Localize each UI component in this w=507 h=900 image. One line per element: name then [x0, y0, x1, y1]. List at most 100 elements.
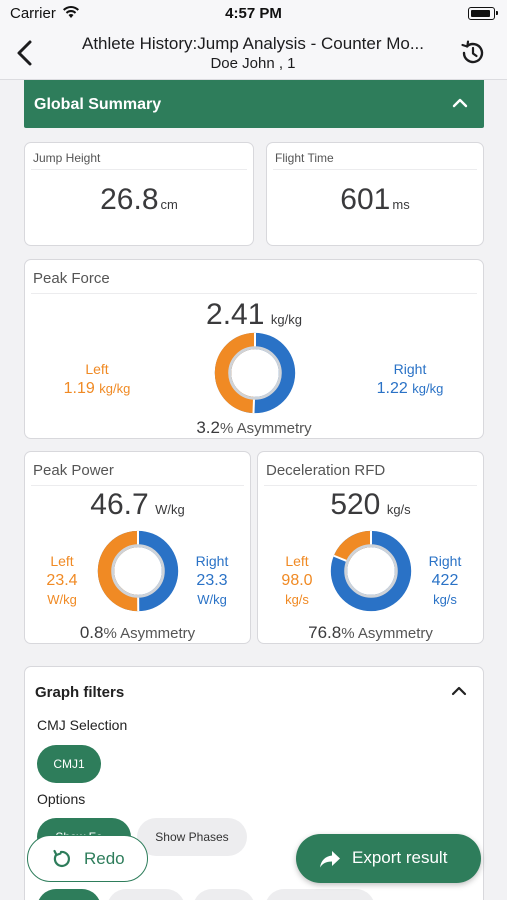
navigation-bar: Athlete History:Jump Analysis - Counter … [0, 28, 507, 80]
divider [264, 485, 477, 486]
filter-chip[interactable] [107, 889, 185, 900]
options-label: Options [37, 791, 86, 807]
redo-label: Redo [84, 849, 125, 868]
deceleration-rfd-asymmetry-value: 76.8 [308, 623, 342, 642]
deceleration-rfd-left-label: Left [285, 553, 309, 569]
peak-force-asymmetry-text: % Asymmetry [219, 420, 312, 437]
clock: 4:57 PM [225, 5, 282, 22]
history-button[interactable] [459, 39, 487, 67]
divider [31, 169, 247, 170]
peak-power-label: Peak Power [33, 462, 114, 479]
peak-force-left-value: 1.19 [63, 380, 95, 397]
graph-filters-panel: Graph filters CMJ Selection CMJ1 Options… [24, 666, 484, 900]
peak-power-donut [97, 530, 179, 612]
export-result-label: Export result [352, 848, 448, 867]
filter-chip[interactable] [193, 889, 255, 900]
deceleration-rfd-card: Deceleration RFD 520 kg/s Left 98.0 kg/s… [257, 451, 484, 644]
peak-power-left-value: 23.4 [46, 572, 78, 589]
deceleration-rfd-left: Left 98.0 kg/s [272, 552, 322, 609]
deceleration-rfd-right-value: 422 [431, 572, 459, 589]
wifi-icon [62, 5, 80, 23]
peak-power-asymmetry: 0.8% Asymmetry [25, 623, 250, 643]
deceleration-rfd-left-unit: kg/s [285, 592, 309, 607]
peak-force-donut [214, 332, 296, 414]
inner-ring [111, 544, 165, 598]
deceleration-rfd-right: Right 422 kg/s [420, 552, 470, 609]
peak-power-right-unit: W/kg [197, 592, 227, 607]
peak-force-left-unit: kg/kg [99, 381, 131, 396]
deceleration-rfd-donut [330, 530, 412, 612]
peak-force-number: 2.41 [206, 298, 265, 331]
status-bar: Carrier 4:57 PM [0, 0, 507, 28]
peak-force-right-value: 1.22 [376, 380, 408, 397]
peak-force-card: Peak Force 2.41 kg/kg Left 1.19 kg/kg Ri… [24, 259, 484, 439]
jump-height-label: Jump Height [33, 151, 101, 165]
filter-chip[interactable] [37, 889, 101, 900]
deceleration-rfd-right-label: Right [428, 553, 462, 569]
filter-chip[interactable] [265, 889, 375, 900]
flight-time-unit: ms [392, 197, 410, 212]
inner-ring [228, 346, 282, 400]
deceleration-rfd-number: 520 [330, 488, 381, 521]
peak-force-asymmetry-value: 3.2 [196, 418, 220, 437]
graph-filters-title: Graph filters [35, 684, 125, 701]
peak-power-right: Right 23.3 W/kg [187, 552, 237, 609]
athlete-name: Doe John , 1 [210, 55, 296, 72]
jump-height-number: 26.8 [100, 183, 159, 216]
flight-time-number: 601 [340, 183, 391, 216]
peak-power-right-value: 23.3 [196, 572, 228, 589]
peak-power-asymmetry-value: 0.8 [79, 623, 104, 642]
redo-icon [53, 849, 70, 867]
peak-force-value: 2.41 kg/kg [25, 298, 483, 332]
peak-power-value: 46.7 W/kg [25, 488, 250, 522]
peak-power-right-label: Right [195, 553, 229, 569]
deceleration-rfd-asymmetry-text: % Asymmetry [341, 625, 433, 642]
chevron-up-icon [452, 98, 468, 108]
peak-force-right-label: Right [393, 361, 427, 377]
flight-time-label: Flight Time [275, 151, 334, 165]
deceleration-rfd-unit: kg/s [386, 502, 411, 517]
deceleration-rfd-label: Deceleration RFD [266, 462, 386, 479]
share-arrow-icon [320, 851, 340, 868]
divider [31, 293, 477, 294]
show-phases-chip[interactable]: Show Phases [137, 818, 247, 856]
peak-force-label: Peak Force [33, 270, 110, 287]
back-button[interactable] [12, 38, 40, 68]
chevron-up-icon[interactable] [451, 686, 467, 696]
peak-force-right: Right 1.22 kg/kg [367, 360, 453, 398]
cmj1-chip[interactable]: CMJ1 [37, 745, 101, 783]
divider [31, 485, 244, 486]
peak-power-left: Left 23.4 W/kg [37, 552, 87, 609]
peak-power-card: Peak Power 46.7 W/kg Left 23.4 W/kg Righ… [24, 451, 251, 644]
cmj-selection-label: CMJ Selection [37, 717, 128, 733]
peak-force-right-unit: kg/kg [412, 381, 444, 396]
carrier-label: Carrier [10, 5, 56, 22]
deceleration-rfd-value: 520 kg/s [258, 488, 483, 522]
battery-icon [468, 7, 498, 20]
deceleration-rfd-right-unit: kg/s [433, 592, 457, 607]
peak-power-left-unit: W/kg [47, 592, 77, 607]
inner-ring [344, 544, 398, 598]
deceleration-rfd-asymmetry: 76.8% Asymmetry [258, 623, 483, 643]
divider [273, 169, 477, 170]
jump-height-value: 26.8 cm [25, 183, 253, 217]
jump-height-card: Jump Height 26.8 cm [24, 142, 254, 246]
jump-height-unit: cm [160, 197, 178, 212]
peak-power-left-label: Left [50, 553, 74, 569]
global-summary-header[interactable]: Global Summary [24, 80, 484, 128]
peak-power-unit: W/kg [155, 502, 185, 517]
peak-force-left-label: Left [85, 361, 109, 377]
history-icon [461, 40, 484, 64]
chevron-left-icon [17, 40, 32, 66]
export-result-button[interactable]: Export result [296, 834, 481, 883]
global-summary-title: Global Summary [34, 96, 162, 113]
peak-force-unit: kg/kg [270, 312, 302, 327]
peak-power-asymmetry-text: % Asymmetry [103, 625, 196, 642]
peak-power-number: 46.7 [90, 488, 149, 521]
deceleration-rfd-left-value: 98.0 [281, 572, 313, 589]
page-title: Athlete History:Jump Analysis - Counter … [81, 34, 425, 53]
peak-force-asymmetry: 3.2% Asymmetry [25, 418, 483, 438]
redo-button[interactable]: Redo [27, 835, 148, 882]
scroll-content[interactable]: Global Summary Jump Height 26.8 cm Flight… [0, 80, 507, 900]
flight-time-card: Flight Time 601 ms [266, 142, 484, 246]
